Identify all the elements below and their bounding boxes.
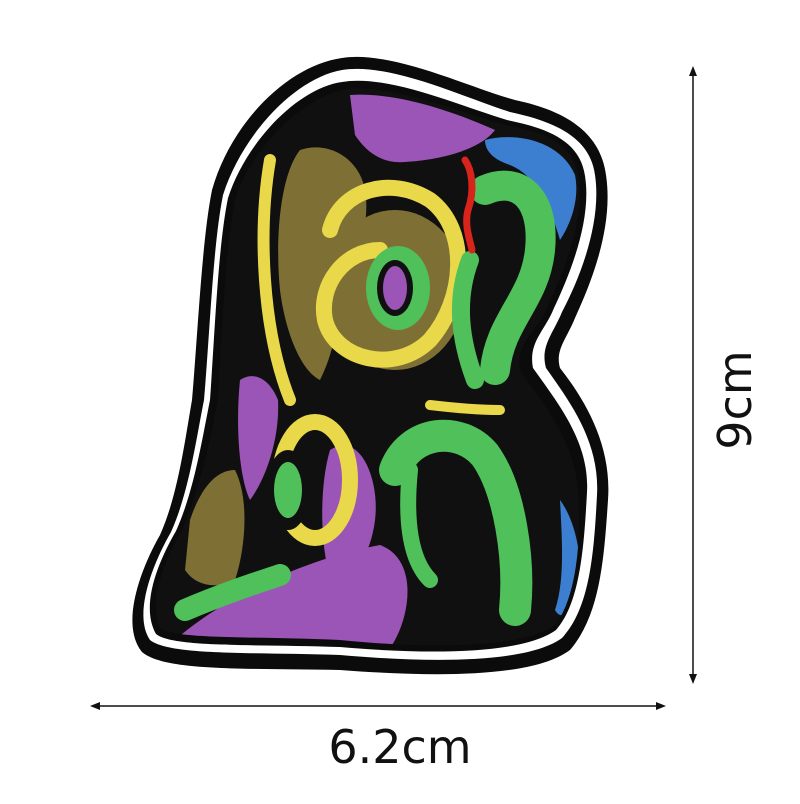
red-accent <box>461 156 476 254</box>
olive-lower-shape <box>185 470 245 586</box>
blue-accent-shape <box>485 137 577 240</box>
purple-left-band <box>238 376 279 500</box>
width-label: 6.2cm <box>328 720 472 774</box>
width-dimension-arrow <box>90 702 666 710</box>
purple-top-shape <box>350 94 495 163</box>
green-shapes <box>174 170 556 626</box>
height-label: 9cm <box>708 350 762 450</box>
height-dimension-arrow <box>689 66 697 684</box>
